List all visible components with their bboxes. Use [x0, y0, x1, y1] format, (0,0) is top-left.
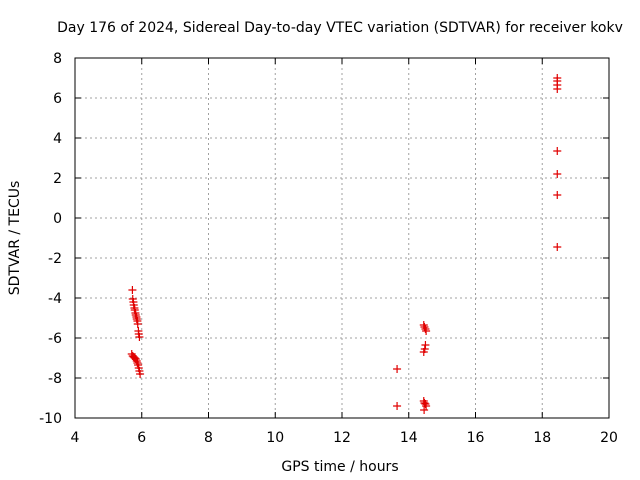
- chart-title: Day 176 of 2024, Sidereal Day-to-day VTE…: [57, 20, 623, 36]
- data-point-marker: [421, 325, 430, 333]
- y-tick-label: -2: [48, 251, 62, 267]
- x-tick-label: 18: [533, 430, 551, 446]
- data-point-marker: [422, 327, 431, 335]
- data-point-marker: [420, 323, 429, 331]
- y-tick-label: 4: [53, 131, 62, 147]
- data-point-marker: [419, 348, 428, 356]
- x-tick-label: 20: [600, 430, 618, 446]
- data-point-marker: [420, 406, 429, 414]
- data-point-marker: [132, 357, 141, 365]
- x-tick-label: 12: [333, 430, 351, 446]
- x-tick-label: 6: [137, 430, 146, 446]
- data-point-marker: [553, 170, 562, 178]
- data-point-marker: [132, 315, 141, 323]
- x-tick-label: 10: [266, 430, 284, 446]
- y-axis-label: SDTVAR / TECUs: [7, 181, 23, 296]
- y-tick-label: -10: [39, 411, 62, 427]
- data-point-marker: [131, 311, 140, 319]
- x-tick-label: 8: [204, 430, 213, 446]
- data-point-marker: [553, 147, 562, 155]
- data-point-marker: [553, 74, 562, 82]
- y-tick-label: 8: [53, 51, 62, 67]
- data-point-marker: [131, 355, 140, 363]
- data-point-marker: [422, 402, 431, 410]
- data-point-marker: [133, 320, 142, 328]
- x-tick-label: 4: [71, 430, 80, 446]
- y-tick-label: 0: [53, 211, 62, 227]
- data-point-marker: [135, 333, 144, 341]
- data-point-marker: [421, 400, 430, 408]
- data-point-marker: [419, 321, 428, 329]
- grid: [75, 58, 609, 418]
- data-point-marker: [553, 243, 562, 251]
- y-tick-label: -6: [48, 331, 62, 347]
- data-point-marker: [393, 365, 402, 373]
- data-point-marker: [136, 370, 145, 378]
- data-point-marker: [421, 341, 430, 349]
- x-tick-label: 16: [467, 430, 485, 446]
- data-points: [127, 74, 562, 414]
- data-point-marker: [128, 286, 137, 294]
- data-point-marker: [553, 191, 562, 199]
- x-tick-label: 14: [400, 430, 418, 446]
- y-tick-label: -8: [48, 371, 62, 387]
- axis-ticks: [74, 57, 610, 419]
- data-point-marker: [393, 402, 402, 410]
- data-point-marker: [133, 359, 142, 367]
- x-axis-label: GPS time / hours: [281, 459, 398, 475]
- tick-labels: 4 6 8 10 12 14 16 18 20 -10 -8 -6 -4 -2 0 2 4 6 8: [39, 51, 618, 446]
- y-tick-label: 2: [53, 171, 62, 187]
- y-tick-label: 6: [53, 91, 62, 107]
- y-tick-label: -4: [48, 291, 62, 307]
